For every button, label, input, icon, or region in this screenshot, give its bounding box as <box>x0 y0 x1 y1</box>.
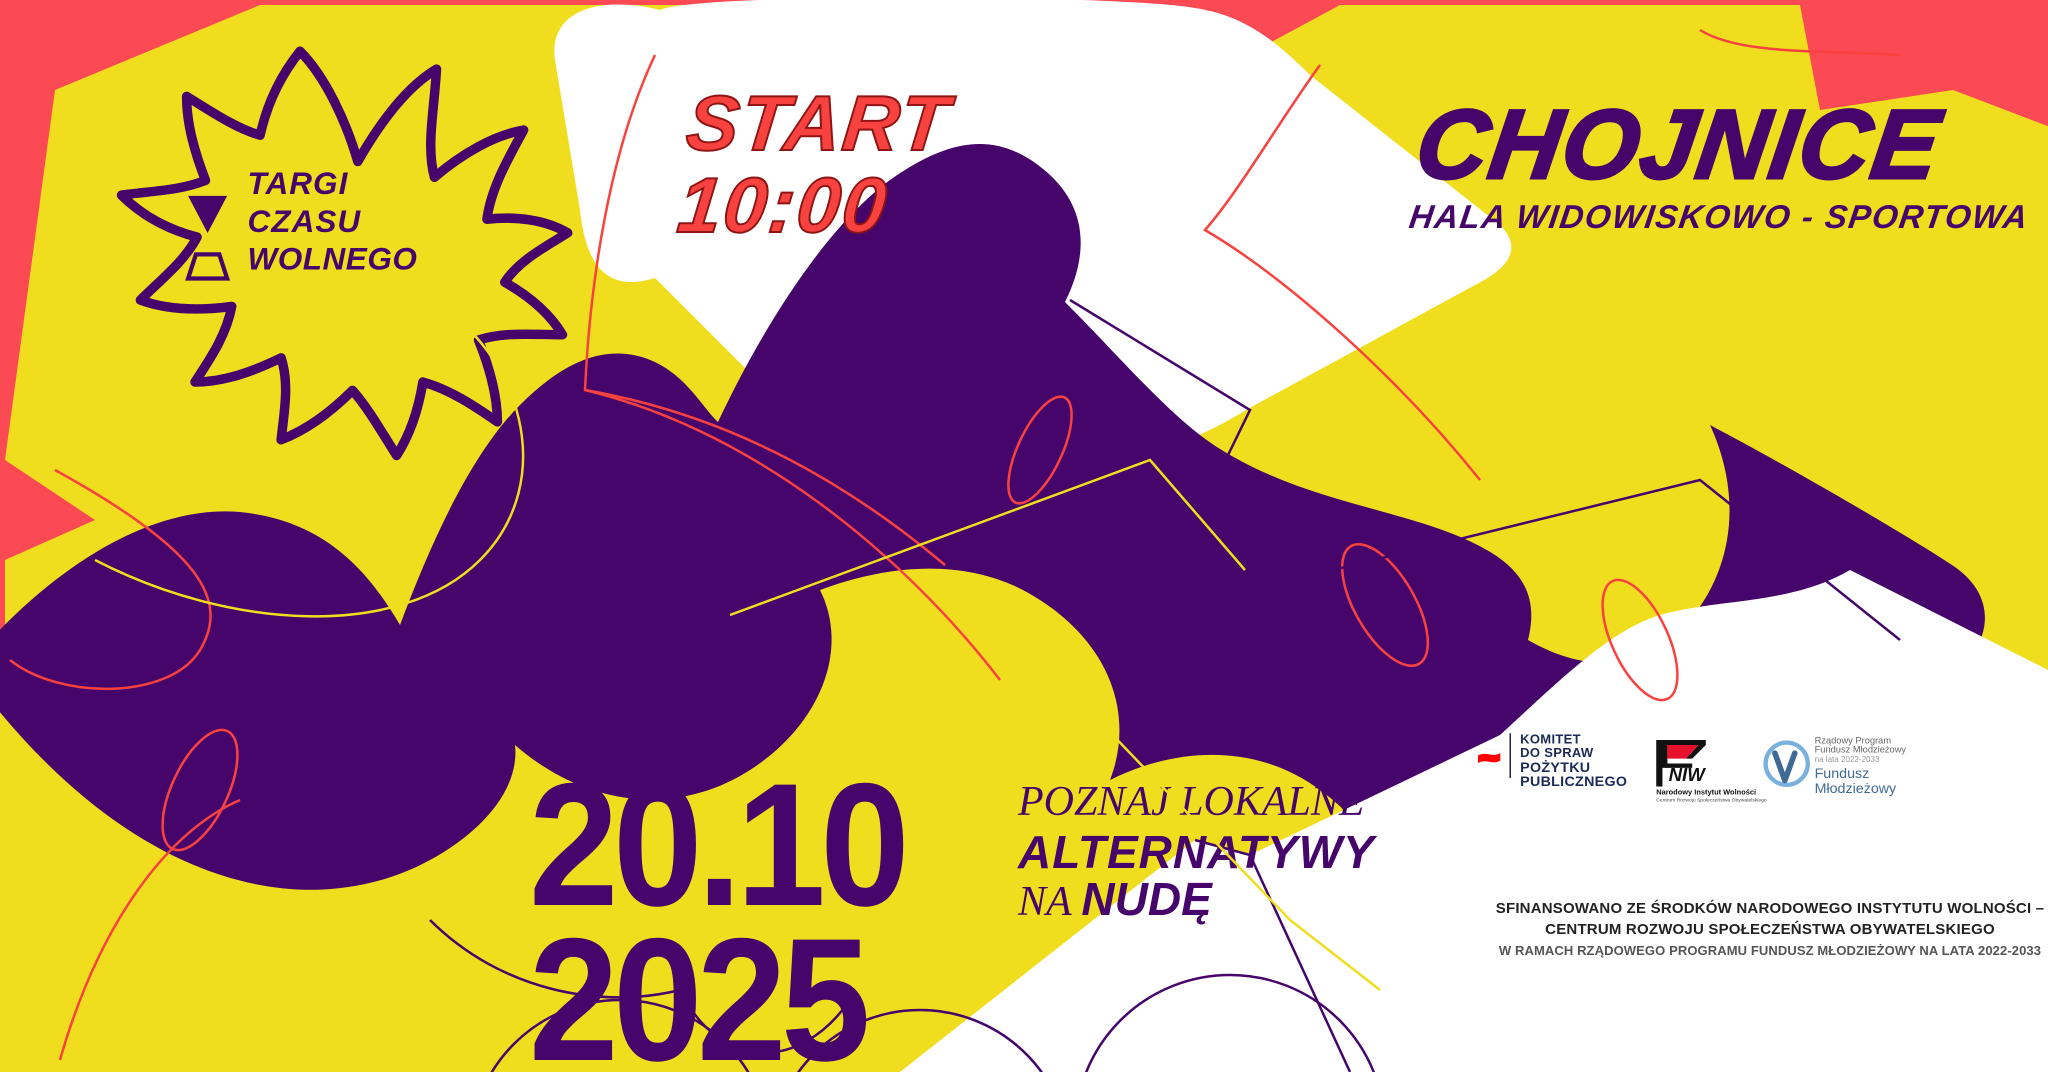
svg-text:NA NUDĘ: NA NUDĘ <box>1017 873 1213 925</box>
svg-text:2025: 2025 <box>529 902 866 1072</box>
svg-text:CHOJNICE: CHOJNICE <box>1410 89 1949 198</box>
svg-text:PUBLICZNEGO: PUBLICZNEGO <box>1520 774 1627 790</box>
svg-text:Rządowy Program: Rządowy Program <box>1815 735 1892 745</box>
svg-text:DO SPRAW: DO SPRAW <box>1520 745 1594 760</box>
svg-text:W RAMACH RZĄDOWEGO PROGRAMU FU: W RAMACH RZĄDOWEGO PROGRAMU FUNDUSZ MŁOD… <box>1499 943 2041 958</box>
svg-text:CZASU: CZASU <box>248 203 362 239</box>
svg-text:START: START <box>682 79 958 167</box>
svg-text:Fundusz Młodzieżowy: Fundusz Młodzieżowy <box>1815 745 1907 755</box>
svg-text:WOLNEGO: WOLNEGO <box>248 241 418 277</box>
svg-text:KOMITET: KOMITET <box>1520 731 1581 746</box>
svg-text:ALTERNATYWY: ALTERNATYWY <box>1017 826 1378 878</box>
svg-text:Narodowy Instytut Wolności: Narodowy Instytut Wolności <box>1656 788 1756 797</box>
svg-text:Fundusz: Fundusz <box>1815 766 1870 782</box>
svg-text:Młodzieżowy: Młodzieżowy <box>1815 781 1897 797</box>
svg-text:CENTRUM ROZWOJU SPOŁECZEŃSTWA: CENTRUM ROZWOJU SPOŁECZEŃSTWA OBYWATELSK… <box>1545 921 1995 938</box>
svg-text:HALA WIDOWISKOWO - SPORTOWA: HALA WIDOWISKOWO - SPORTOWA <box>1407 199 2031 236</box>
svg-text:SFINANSOWANO ZE ŚRODKÓW NARODO: SFINANSOWANO ZE ŚRODKÓW NARODOWEGO INSTY… <box>1496 899 2045 917</box>
svg-text:POŻYTKU: POŻYTKU <box>1520 759 1590 776</box>
svg-text:na lata 2022-2033: na lata 2022-2033 <box>1815 755 1880 764</box>
svg-text:NIW: NIW <box>1669 764 1707 785</box>
svg-text:Centrum Rozwoju Społeczeństwa: Centrum Rozwoju Społeczeństwa Obywatelsk… <box>1656 797 1767 803</box>
svg-text:TARGI: TARGI <box>248 165 349 201</box>
svg-text:10:00: 10:00 <box>674 161 893 249</box>
